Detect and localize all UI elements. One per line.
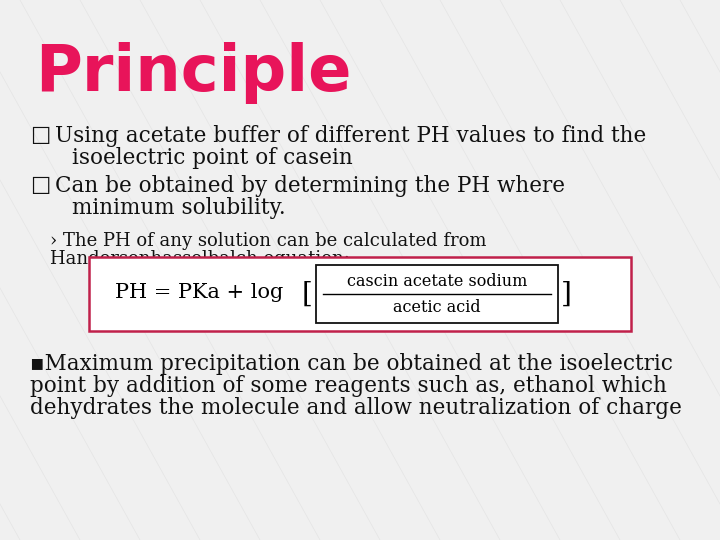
Text: Can be obtained by determining the PH where: Can be obtained by determining the PH wh…: [55, 175, 565, 197]
FancyBboxPatch shape: [89, 257, 631, 331]
Text: Principle: Principle: [35, 42, 351, 104]
Text: Using acetate buffer of different PH values to find the: Using acetate buffer of different PH val…: [55, 125, 647, 147]
Text: ]: ]: [561, 280, 572, 307]
Text: [: [: [302, 280, 313, 307]
Text: point by addition of some reagents such as, ethanol which: point by addition of some reagents such …: [30, 375, 667, 397]
Text: PH = PKa + log: PH = PKa + log: [115, 282, 283, 301]
Text: › The PH of any solution can be calculated from: › The PH of any solution can be calculat…: [50, 232, 487, 250]
Text: minimum solubility.: minimum solubility.: [72, 197, 286, 219]
Text: dehydrates the molecule and allow neutralization of charge: dehydrates the molecule and allow neutra…: [30, 397, 682, 419]
Text: cascin acetate sodium: cascin acetate sodium: [347, 273, 527, 290]
Text: isoelectric point of casein: isoelectric point of casein: [72, 147, 353, 169]
FancyBboxPatch shape: [316, 265, 558, 323]
Text: □: □: [30, 125, 50, 145]
Text: Handersonhasselbalch equation:: Handersonhasselbalch equation:: [50, 250, 350, 268]
Text: ▪Maximum precipitation can be obtained at the isoelectric: ▪Maximum precipitation can be obtained a…: [30, 353, 673, 375]
Text: acetic acid: acetic acid: [393, 300, 481, 316]
Text: □: □: [30, 175, 50, 195]
